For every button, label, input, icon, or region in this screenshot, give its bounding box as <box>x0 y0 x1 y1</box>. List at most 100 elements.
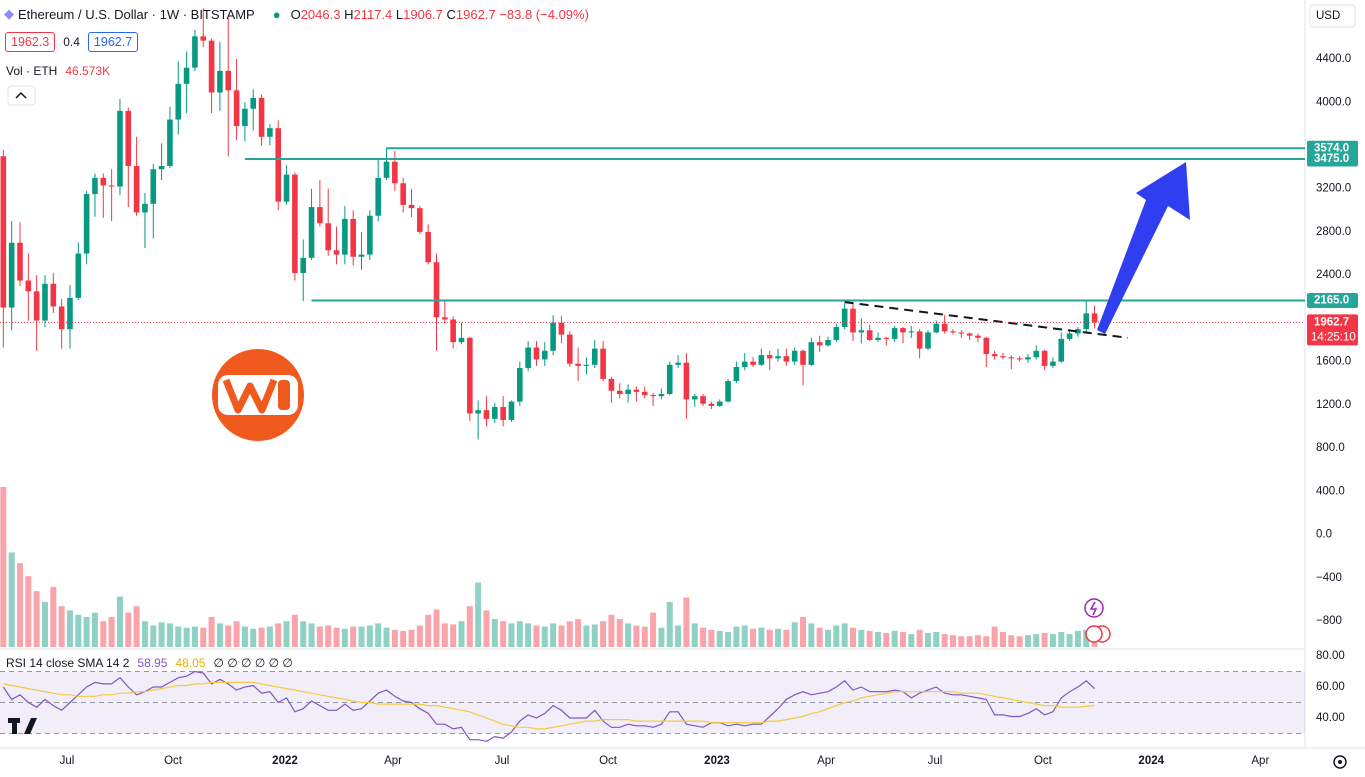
candle-body <box>1041 350 1048 366</box>
c-value: 1962.7 <box>455 6 496 22</box>
volume-bar <box>833 625 840 647</box>
volume-bar <box>974 635 981 647</box>
settings-button[interactable] <box>1333 755 1347 769</box>
rsi-tick-label: 60.00 <box>1316 681 1345 693</box>
collapse-button[interactable] <box>7 85 36 106</box>
candle-body <box>658 394 665 397</box>
volume-bar <box>583 625 590 647</box>
candle-body <box>875 337 881 340</box>
candle-body <box>233 90 240 127</box>
candle-body <box>250 97 257 109</box>
volume-bar <box>700 627 707 647</box>
x-tick-label: Oct <box>599 755 618 767</box>
candle-body <box>916 331 923 349</box>
volume-bar <box>183 627 190 647</box>
volume-bar <box>924 633 931 647</box>
volume-bar <box>516 621 523 647</box>
volume-bar <box>141 621 148 647</box>
sell-box[interactable]: 1962.3 <box>5 32 56 52</box>
volume-bar <box>825 629 832 647</box>
volume-bar <box>983 636 990 647</box>
candle-body <box>583 364 590 366</box>
volume-bar <box>483 610 490 647</box>
candle-body <box>641 391 648 396</box>
legend-header: ◆ Ethereum / U.S. Dollar · 1W · BITSTAMP… <box>4 6 589 22</box>
candle-body <box>33 291 40 321</box>
candle-body <box>716 401 723 406</box>
candle-body <box>142 203 148 213</box>
candle-body <box>458 337 465 343</box>
volume-bar <box>1049 634 1056 647</box>
volume-bar <box>458 621 465 647</box>
candle-body <box>242 108 248 127</box>
candle-body <box>217 70 223 93</box>
y-tick-label: 800.0 <box>1316 442 1345 454</box>
y-tick-label: 2400.0 <box>1316 269 1351 281</box>
volume-bar <box>358 626 365 647</box>
level-tag <box>1307 151 1358 167</box>
volume-bar <box>758 627 765 647</box>
volume-bar <box>491 619 498 647</box>
volume-bar <box>425 614 432 647</box>
volume-bar <box>958 636 965 647</box>
spread: 0.4 <box>63 35 80 49</box>
candle-body <box>517 368 523 402</box>
volume-bar <box>58 606 65 647</box>
level-label: 3574.0 <box>1314 142 1349 154</box>
volume-bar <box>899 631 906 647</box>
volume-bar <box>175 626 182 647</box>
volume-bar <box>541 626 548 647</box>
candle-body <box>17 242 23 281</box>
volume-bar <box>91 612 98 647</box>
volume-bar <box>433 609 440 647</box>
volume-bar <box>908 634 915 647</box>
volume-bar <box>508 623 515 647</box>
candle-body <box>1016 358 1023 360</box>
rsi-extra: ∅ ∅ ∅ ∅ ∅ ∅ <box>213 656 293 670</box>
volume-bar <box>1083 629 1090 647</box>
candle-body <box>841 308 848 328</box>
y-tick-label: 0.0 <box>1316 529 1332 541</box>
volume-bar <box>25 576 32 647</box>
candle-body <box>267 128 273 137</box>
x-tick-label: Oct <box>164 755 183 767</box>
x-tick-label: Apr <box>1251 755 1269 767</box>
volume-bar <box>66 610 73 647</box>
currency-button[interactable]: USD <box>1309 4 1356 28</box>
candle-body <box>758 355 765 365</box>
candle-body <box>450 319 456 343</box>
candle-body <box>1066 333 1073 339</box>
buy-box[interactable]: 1962.7 <box>87 32 139 52</box>
rsi-title: RSI 14 close SMA 14 2 <box>6 656 130 670</box>
rsi-line <box>3 681 1095 730</box>
candle-body <box>700 396 706 404</box>
candle-body <box>691 396 698 400</box>
volume-bar <box>341 628 348 647</box>
candle-body <box>541 350 548 360</box>
candle-body <box>775 356 781 359</box>
volume-bar <box>608 614 615 647</box>
level-label: 2165.0 <box>1314 295 1349 307</box>
candle-body <box>25 280 32 292</box>
candle-body <box>225 70 232 91</box>
candle-body <box>92 177 98 195</box>
candle-body <box>1083 313 1090 330</box>
volume-bar <box>200 627 207 647</box>
volume-name: Vol · ETH <box>6 64 58 78</box>
candle-body <box>850 308 856 333</box>
candle-body <box>108 185 115 187</box>
candle-body <box>300 257 307 273</box>
volume-bar <box>41 601 48 647</box>
candle-body <box>983 337 990 355</box>
volume-bar <box>75 614 82 647</box>
candle-body <box>991 354 998 357</box>
y-tick-label: 4000.0 <box>1316 96 1351 108</box>
candle-body <box>408 204 415 209</box>
volume-bar <box>775 628 782 647</box>
x-tick-label: Jul <box>928 755 943 767</box>
rsi-legend: RSI 14 close SMA 14 2 58.95 48.05 ∅ ∅ ∅ … <box>6 656 293 670</box>
candle-body <box>50 283 57 307</box>
candle-body <box>75 253 82 298</box>
candle-body <box>317 207 323 224</box>
volume-bar <box>883 633 890 647</box>
